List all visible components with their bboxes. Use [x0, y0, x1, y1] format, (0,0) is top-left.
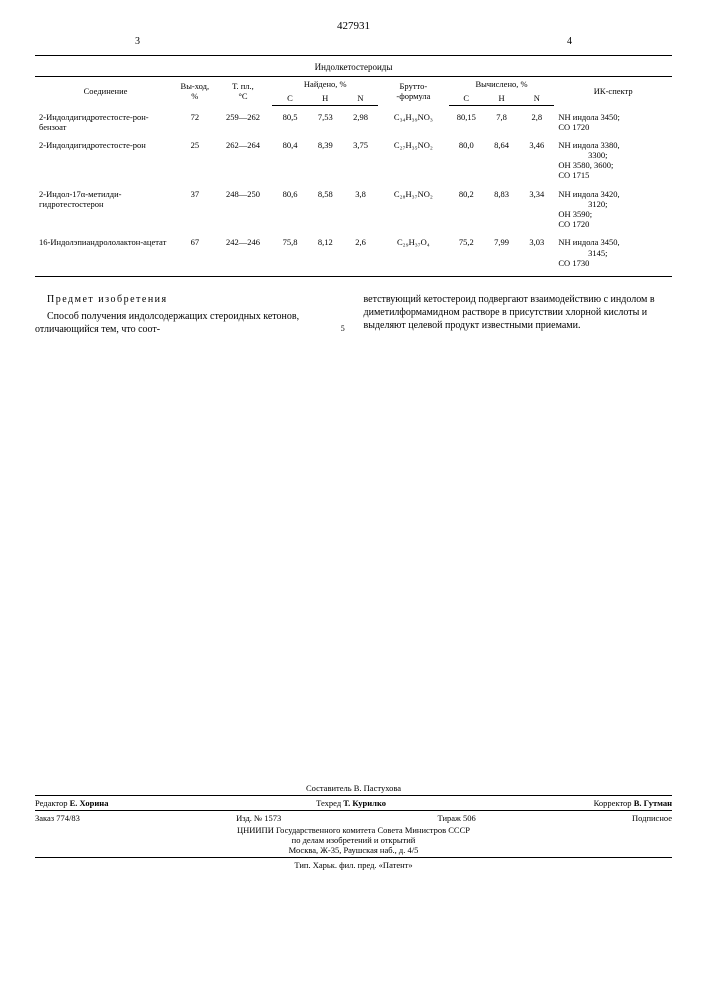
table-row: 2-Индолдигидротестосте-рон25262—26480,48…: [35, 134, 672, 183]
data-table: Соединение Вы-ход, % Т. пл., °C Найдено,…: [35, 76, 672, 270]
footer-compiler: Составитель В. Пастухова: [35, 783, 672, 793]
cell-fn: 2,6: [343, 231, 378, 270]
techred-name: Т. Курилко: [343, 798, 386, 808]
cell-mp: 259—262: [214, 106, 273, 134]
th-mp: Т. пл., °C: [214, 77, 273, 106]
table-bottom-rule: [35, 276, 672, 277]
cell-ch: 8,83: [484, 183, 519, 232]
cell-fn: 3,8: [343, 183, 378, 232]
th-ch: H: [484, 91, 519, 106]
body-left: Способ получения индолсодержащих стероид…: [35, 310, 344, 336]
top-rule: [35, 55, 672, 56]
cell-yield: 67: [176, 231, 214, 270]
line-number: 5: [341, 324, 345, 334]
cell-cn: 3,34: [519, 183, 554, 232]
th-fn: N: [343, 91, 378, 106]
th-fh: H: [308, 91, 343, 106]
cell-fn: 2,98: [343, 106, 378, 134]
cell-ch: 7,99: [484, 231, 519, 270]
cell-spectrum: NH индола 3450, 3145; CO 1730: [554, 231, 672, 270]
footer-org1: ЦНИИПИ Государственного комитета Совета …: [35, 825, 672, 835]
cell-fh: 8,39: [308, 134, 343, 183]
body-right-col: ветствующий кетостероид подвергают взаим…: [364, 293, 673, 336]
footer-org2: по делам изобретений и открытий: [35, 835, 672, 845]
body-text: Предмет изобретения Способ получения инд…: [35, 293, 672, 336]
th-cn: N: [519, 91, 554, 106]
doc-number: 427931: [35, 20, 672, 32]
corrector-label: Корректор: [594, 798, 632, 808]
cell-formula: C₂₇H₃₅NO₂: [378, 134, 449, 183]
cell-spectrum: NH индола 3380, 3300; OH 3580, 3600; CO …: [554, 134, 672, 183]
cell-fh: 8,58: [308, 183, 343, 232]
cell-fn: 3,75: [343, 134, 378, 183]
subject-title: Предмет изобретения: [35, 293, 344, 306]
table-title: Индолкетостероиды: [35, 62, 672, 72]
th-compound: Соединение: [35, 77, 176, 106]
page-left: 3: [135, 36, 140, 47]
th-found: Найдено, %: [272, 77, 378, 92]
cell-cc: 80,0: [449, 134, 484, 183]
cell-ch: 7,8: [484, 106, 519, 134]
cell-mp: 242—246: [214, 231, 273, 270]
cell-cn: 2,8: [519, 106, 554, 134]
cell-fh: 8,12: [308, 231, 343, 270]
footer: Составитель В. Пастухова Редактор Е. Хор…: [35, 783, 672, 870]
cell-fc: 80,5: [272, 106, 307, 134]
cell-compound: 2-Индол-17α-метилди-гидротестостерон: [35, 183, 176, 232]
th-spectrum: ИК-спектр: [554, 77, 672, 106]
th-yield: Вы-ход, %: [176, 77, 214, 106]
cell-ch: 8,64: [484, 134, 519, 183]
cell-fh: 7,53: [308, 106, 343, 134]
th-cc: C: [449, 91, 484, 106]
footer-subscribe: Подписное: [632, 813, 672, 823]
cell-compound: 2-Индолдигидротестосте-рон: [35, 134, 176, 183]
cell-mp: 262—264: [214, 134, 273, 183]
cell-cc: 80,2: [449, 183, 484, 232]
table-row: 2-Индол-17α-метилди-гидротестостерон3724…: [35, 183, 672, 232]
cell-yield: 37: [176, 183, 214, 232]
cell-fc: 75,8: [272, 231, 307, 270]
cell-mp: 248—250: [214, 183, 273, 232]
cell-cc: 75,2: [449, 231, 484, 270]
cell-yield: 72: [176, 106, 214, 134]
cell-cn: 3,46: [519, 134, 554, 183]
footer-credits: Редактор Е. Хорина Техред Т. Курилко Кор…: [35, 798, 672, 808]
footer-print-info: Заказ 774/83 Изд. № 1573 Тираж 506 Подпи…: [35, 813, 672, 823]
footer-order: Заказ 774/83: [35, 813, 80, 823]
cell-fc: 80,4: [272, 134, 307, 183]
cell-compound: 2-Индолдигидротестосте-рон-бензоат: [35, 106, 176, 134]
cell-formula: C₃₄H₃₉NO₃: [378, 106, 449, 134]
footer-printer: Тип. Харьк. фил. пред. «Патент»: [35, 860, 672, 870]
th-fc: C: [272, 91, 307, 106]
body-left-text: Способ получения индолсодержащих стероид…: [35, 311, 299, 335]
table-row: 16-Индолэпиандрололактон-ацетат67242—246…: [35, 231, 672, 270]
cell-fc: 80,6: [272, 183, 307, 232]
corrector-name: В. Гутман: [634, 798, 672, 808]
editor-name: Е. Хорина: [70, 798, 109, 808]
cell-cc: 80,15: [449, 106, 484, 134]
body-left-col: Предмет изобретения Способ получения инд…: [35, 293, 344, 336]
footer-izd: Изд. № 1573: [236, 813, 281, 823]
th-calc: Вычислено, %: [449, 77, 555, 92]
page-right: 4: [567, 36, 572, 47]
footer-tirage: Тираж 506: [437, 813, 475, 823]
cell-cn: 3,03: [519, 231, 554, 270]
cell-spectrum: NH индола 3450; CO 1720: [554, 106, 672, 134]
footer-addr: Москва, Ж-35, Раушская наб., д. 4/5: [35, 845, 672, 855]
editor-label: Редактор: [35, 798, 68, 808]
cell-yield: 25: [176, 134, 214, 183]
cell-spectrum: NH индола 3420, 3120; OH 3590; CO 1720: [554, 183, 672, 232]
th-formula: Брутто- -формула: [378, 77, 449, 106]
cell-compound: 16-Индолэпиандрололактон-ацетат: [35, 231, 176, 270]
table-row: 2-Индолдигидротестосте-рон-бензоат72259—…: [35, 106, 672, 134]
techred-label: Техред: [316, 798, 341, 808]
cell-formula: C₂₉H₃₇O₄: [378, 231, 449, 270]
page-numbers: 3 4: [35, 36, 672, 47]
cell-formula: C₂₈H₃₇NO₂: [378, 183, 449, 232]
body-right: ветствующий кетостероид подвергают взаим…: [364, 293, 673, 332]
